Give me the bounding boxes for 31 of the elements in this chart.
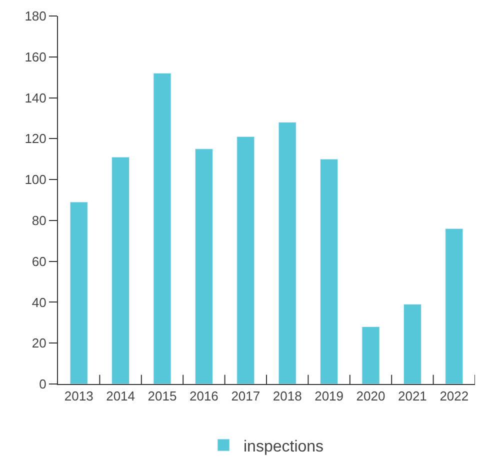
bar	[194, 148, 213, 384]
y-tick-label: 100	[24, 172, 46, 188]
bar	[320, 158, 338, 384]
x-tick-label: 2014	[106, 388, 136, 404]
bar	[362, 326, 380, 384]
x-tick-label: 2015	[148, 388, 177, 404]
bar	[278, 122, 296, 384]
y-tick-label: 140	[24, 90, 46, 106]
bar	[403, 304, 422, 384]
y-tick-label: 80	[32, 212, 46, 228]
x-tick-label: 2020	[356, 388, 386, 404]
y-tick-label: 60	[32, 254, 46, 269]
x-tick-label: 2021	[398, 388, 427, 404]
x-tick-label: 2018	[272, 388, 302, 404]
bar	[445, 228, 464, 384]
y-tick-label: 120	[24, 131, 46, 146]
x-tick-label: 2016	[189, 388, 218, 404]
bar	[112, 156, 130, 384]
x-tick-label: 2013	[64, 388, 94, 404]
y-tick-label: 20	[32, 336, 46, 351]
bar	[70, 202, 88, 384]
legend-label: inspections	[244, 438, 324, 456]
bar	[153, 72, 172, 384]
bar	[236, 136, 255, 384]
x-tick-label: 2022	[440, 388, 469, 404]
y-tick-label: 160	[24, 49, 46, 64]
y-tick-label: 40	[32, 294, 46, 310]
x-tick-label: 2017	[231, 388, 260, 404]
x-tick-label: 2019	[314, 388, 344, 404]
y-tick-label: 0	[39, 376, 46, 392]
y-tick-label: 180	[24, 8, 46, 24]
